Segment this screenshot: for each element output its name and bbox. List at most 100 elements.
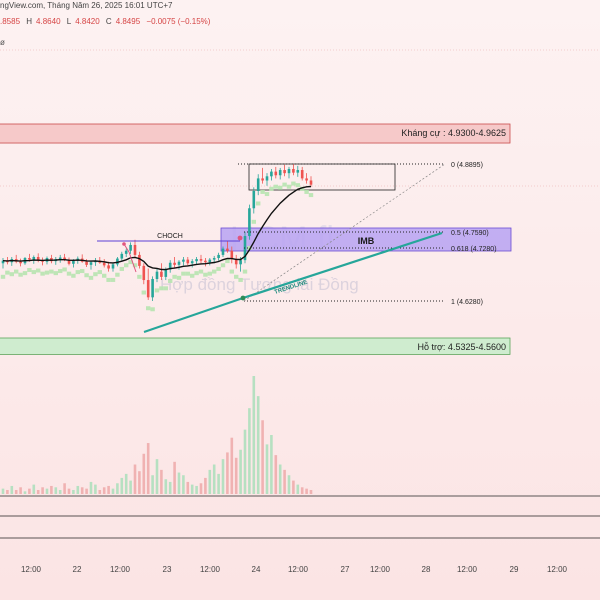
band-step (124, 263, 129, 268)
candle (265, 173, 269, 186)
band-step (172, 274, 177, 279)
band-step (181, 271, 186, 276)
volume-bar (283, 469, 286, 494)
volume-bar (120, 477, 124, 494)
candle-body (182, 259, 185, 262)
band-step (194, 271, 199, 276)
low-value: 4.8420 (75, 17, 100, 26)
candle (98, 256, 102, 264)
volume-bar (309, 489, 313, 494)
candle-body (32, 256, 36, 260)
band-step (216, 266, 221, 271)
candle (111, 263, 115, 272)
candle-body (19, 261, 22, 264)
volume-bar (248, 408, 251, 494)
time-axis-tick: 12:00 (200, 565, 221, 574)
band-step (36, 268, 41, 273)
band-step (110, 277, 116, 282)
trendline-main (242, 231, 443, 300)
band-step (168, 278, 173, 283)
volume-bar (190, 484, 194, 494)
band-step (40, 271, 45, 276)
band-step (295, 183, 300, 188)
volume-bar (217, 473, 220, 494)
volume-bar (296, 484, 300, 494)
volume-bar (182, 475, 185, 494)
volume-bar (124, 473, 128, 494)
candle-body (173, 262, 176, 265)
candle-body (261, 178, 264, 181)
candle (124, 248, 128, 257)
volume-bar (151, 475, 154, 494)
band-step (308, 193, 314, 198)
candle (309, 176, 313, 187)
time-axis-tick: 27 (341, 565, 350, 574)
candle (252, 187, 256, 214)
candle-body (270, 171, 273, 177)
volume-bar (28, 488, 31, 494)
band-step (269, 186, 274, 191)
candle-body (63, 257, 66, 260)
time-axis-tick: 28 (422, 565, 431, 574)
volume-bar (41, 487, 44, 494)
volume-bar (261, 420, 264, 494)
candle-body (133, 244, 137, 255)
candle (129, 242, 132, 254)
candle (142, 263, 146, 285)
band-step (150, 307, 155, 312)
band-step (282, 182, 287, 187)
choch-start-marker (122, 242, 126, 246)
volume-bar (85, 488, 88, 494)
volume-bar (208, 469, 212, 494)
candle (138, 251, 141, 269)
fib-level-label: 1 (4.6280) (451, 299, 483, 306)
time-axis-tick: 12:00 (21, 565, 42, 574)
band-step (88, 275, 94, 280)
volume-bar (278, 464, 282, 494)
volume-bar (274, 455, 278, 494)
indicator-toggle-icon[interactable]: ø (0, 38, 5, 47)
volume-bar (146, 443, 150, 494)
band-step (198, 269, 204, 274)
band-step (128, 260, 133, 265)
candle-body (309, 180, 313, 185)
candle-body (129, 244, 132, 251)
candle-body (265, 176, 269, 181)
candle (283, 164, 286, 177)
candle (151, 276, 154, 301)
watermark-subtitle: Hợp đồng Tương lai Đồng (160, 275, 359, 294)
candle (120, 251, 124, 261)
volume-bar (195, 485, 198, 494)
time-axis-tick: 12:00 (288, 565, 309, 574)
candle-body (28, 258, 31, 260)
high-label: H (26, 17, 33, 26)
band-step (207, 271, 212, 276)
candle-body (292, 168, 295, 173)
candle-body (36, 256, 40, 261)
volume-bar (80, 487, 84, 494)
volume-bar (256, 396, 260, 494)
low-label: L (66, 17, 72, 26)
candle (182, 256, 185, 266)
volume-bar (32, 484, 36, 494)
candle-body (278, 170, 282, 176)
band-step (238, 277, 243, 282)
volume-bar (116, 483, 119, 494)
candle (270, 168, 273, 181)
candle-body (221, 248, 225, 255)
band-step (0, 274, 6, 279)
candle-body (107, 265, 110, 269)
volume-bar (168, 481, 172, 494)
volume-bar (155, 459, 159, 494)
volume-bar (300, 487, 304, 494)
volume-bar (204, 477, 207, 494)
band-step (229, 269, 234, 274)
volume-bar (36, 489, 40, 494)
candle-body (177, 261, 181, 265)
volume-bar (305, 488, 308, 494)
band-step (286, 184, 292, 189)
volume-bar (252, 376, 256, 494)
candle (168, 260, 172, 273)
candle (160, 263, 163, 281)
